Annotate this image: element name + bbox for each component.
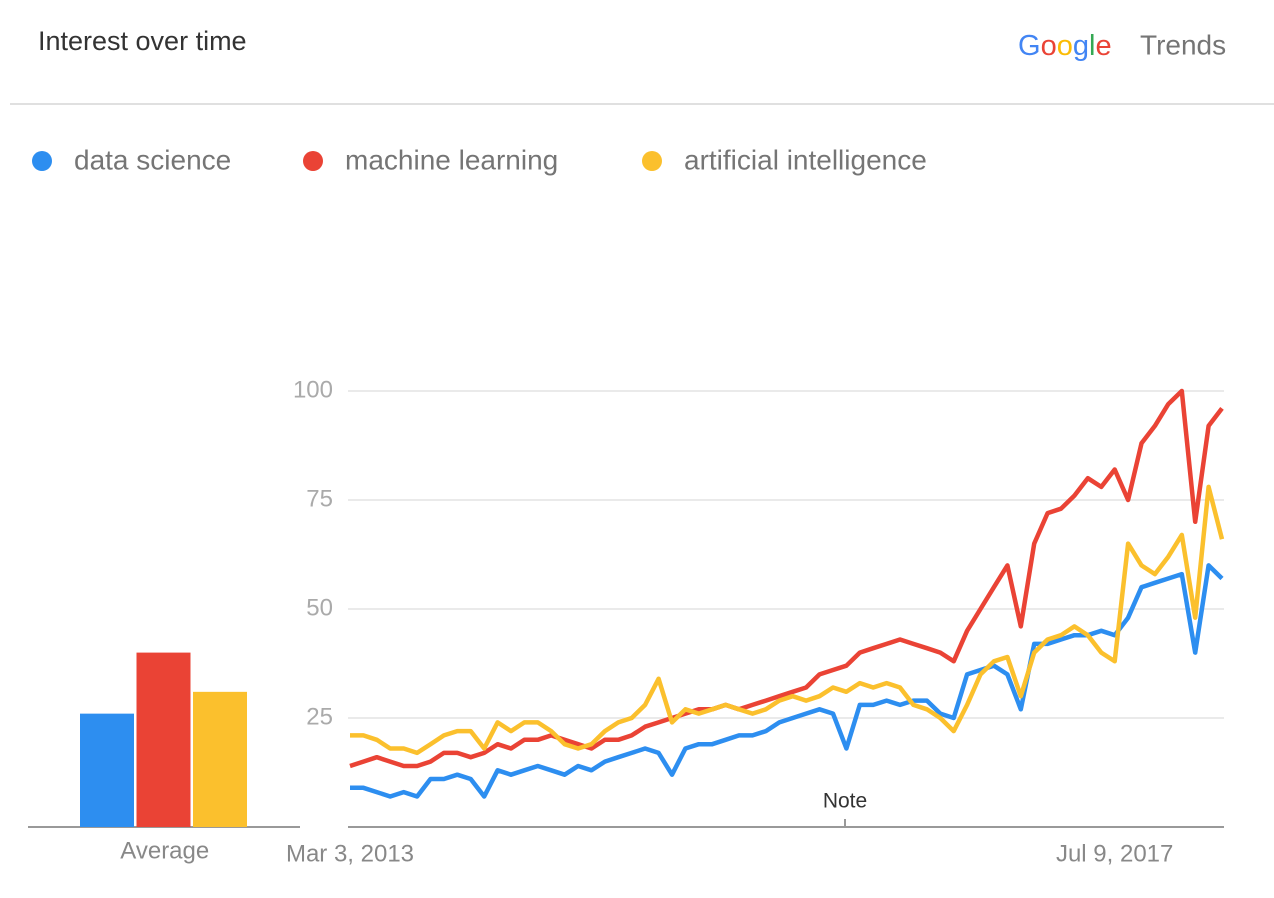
y-tick-label: 50: [306, 594, 333, 621]
x-tick-label: Mar 3, 2013: [286, 840, 414, 867]
legend-dot: [303, 151, 323, 171]
y-tick-label: 75: [306, 485, 333, 512]
y-tick-label: 100: [293, 376, 333, 403]
legend-label: data science: [74, 144, 231, 175]
legend-label: machine learning: [345, 144, 558, 175]
x-tick-label: Jul 9, 2017: [1056, 840, 1173, 867]
avg-bar: [136, 652, 191, 827]
series-line: [350, 484, 1225, 756]
series-line: [349, 388, 1224, 769]
brand-product: Trends: [1140, 29, 1226, 60]
series-line: [350, 563, 1224, 799]
note: Note: [823, 790, 867, 813]
legend-label: artificial intelligence: [684, 144, 927, 175]
legend-dot: [642, 151, 662, 171]
avg-label: Average: [120, 837, 209, 864]
avg-bar: [80, 713, 134, 827]
y-tick-label: 25: [306, 703, 333, 730]
legend-dot: [32, 151, 52, 171]
card-title: Interest over time: [38, 26, 247, 56]
avg-bar: [193, 691, 247, 827]
brand-logo: Google: [1018, 30, 1112, 62]
